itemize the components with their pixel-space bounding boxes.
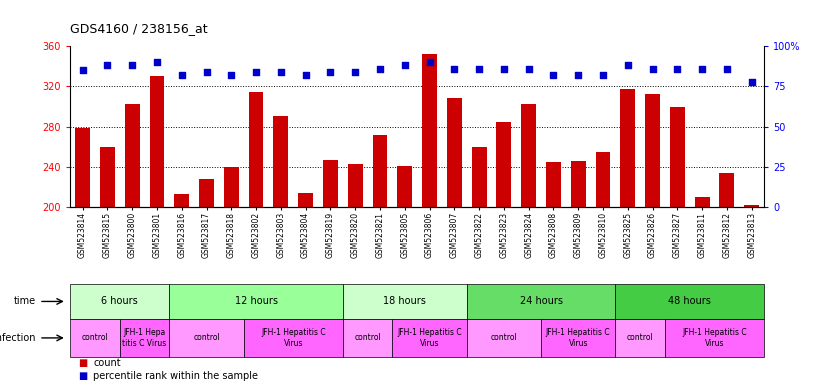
Text: 24 hours: 24 hours [520,296,563,306]
Point [472,66,486,72]
Point [448,66,461,72]
Bar [615,319,665,357]
Point [621,62,634,68]
Text: JFH-1 Hepatitis C
Virus: JFH-1 Hepatitis C Virus [682,328,747,348]
Bar [273,116,288,207]
Point [150,59,164,65]
Text: time: time [13,296,36,306]
Point [299,72,312,78]
Bar [343,284,467,319]
Text: JFH-1 Hepatitis C
Virus: JFH-1 Hepatitis C Virus [261,328,325,348]
Point [497,66,510,72]
Bar [70,284,169,319]
Text: ■: ■ [78,371,88,381]
Bar [392,319,467,357]
Bar [323,160,338,207]
Bar [100,147,115,207]
Text: JFH-1 Hepatitis C
Virus: JFH-1 Hepatitis C Virus [397,328,462,348]
Bar [670,107,685,207]
Point [398,62,411,68]
Text: control: control [627,333,653,343]
Point [126,62,139,68]
Bar [169,319,244,357]
Text: control: control [193,333,220,343]
Bar [467,284,615,319]
Point [671,66,684,72]
Text: infection: infection [0,333,36,343]
Bar [298,193,313,207]
Bar [620,89,635,207]
Bar [447,98,462,207]
Bar [373,135,387,207]
Bar [571,161,586,207]
Bar [496,122,511,207]
Bar [541,319,615,357]
Text: 6 hours: 6 hours [102,296,138,306]
Text: 48 hours: 48 hours [668,296,711,306]
Point [596,72,610,78]
Bar [596,152,610,207]
Point [720,66,733,72]
Bar [249,93,263,207]
Bar [169,284,343,319]
Point [101,62,114,68]
Text: control: control [491,333,517,343]
Text: 18 hours: 18 hours [383,296,426,306]
Bar [199,179,214,207]
Bar [665,319,764,357]
Point [373,66,387,72]
Point [522,66,535,72]
Bar [120,319,169,357]
Text: count: count [93,358,121,368]
Bar [397,166,412,207]
Point [225,72,238,78]
Bar [125,104,140,207]
Bar [70,319,120,357]
Bar [467,319,541,357]
Bar [150,76,164,207]
Bar [744,205,759,207]
Bar [472,147,487,207]
Bar [521,104,536,207]
Point [547,72,560,78]
Bar [615,284,764,319]
Bar [546,162,561,207]
Text: JFH-1 Hepa
titis C Virus: JFH-1 Hepa titis C Virus [122,328,167,348]
Bar [224,167,239,207]
Bar [422,54,437,207]
Point [349,69,362,75]
Text: JFH-1 Hepatitis C
Virus: JFH-1 Hepatitis C Virus [546,328,610,348]
Bar [719,173,734,207]
Point [324,69,337,75]
Point [200,69,213,75]
Text: control: control [82,333,108,343]
Point [646,66,659,72]
Bar [348,164,363,207]
Bar [174,194,189,207]
Point [175,72,188,78]
Bar [645,94,660,207]
Point [249,69,263,75]
Bar [244,319,343,357]
Text: GDS4160 / 238156_at: GDS4160 / 238156_at [70,22,208,35]
Text: percentile rank within the sample: percentile rank within the sample [93,371,259,381]
Bar [75,128,90,207]
Point [572,72,585,78]
Point [274,69,287,75]
Text: ■: ■ [78,358,88,368]
Point [423,59,436,65]
Text: control: control [354,333,381,343]
Point [695,66,709,72]
Text: 12 hours: 12 hours [235,296,278,306]
Bar [343,319,392,357]
Point [745,78,758,84]
Point [76,67,89,73]
Bar [695,197,710,207]
